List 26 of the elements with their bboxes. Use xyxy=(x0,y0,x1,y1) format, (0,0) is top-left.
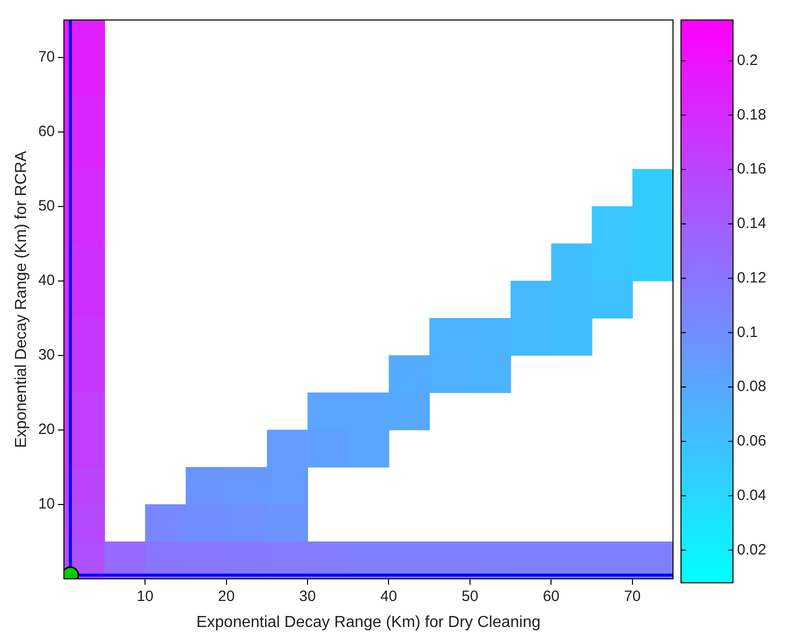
x-tick-label: 70 xyxy=(624,588,641,605)
y-tick-label: 30 xyxy=(38,346,55,364)
color-bar-label: 0.2 xyxy=(737,52,758,69)
color-bar-label: 0.16 xyxy=(737,160,766,178)
color-bar-label: 0.14 xyxy=(737,215,766,232)
y-tick-label: 20 xyxy=(38,420,55,438)
x-tick-label: 60 xyxy=(542,588,560,605)
y-axis-title: Exponential Decay Range (Km) for RCRA xyxy=(13,150,30,448)
color-bar-label: 0.18 xyxy=(737,106,766,124)
y-tick-label: 50 xyxy=(38,197,55,214)
color-bar-label: 0.1 xyxy=(737,324,758,341)
y-tick-label: 60 xyxy=(38,122,55,140)
color-bar-label: 0.04 xyxy=(737,486,766,504)
color-bar-label: 0.12 xyxy=(737,269,766,286)
color-bar-label: 0.02 xyxy=(737,541,766,558)
x-tick-label: 50 xyxy=(462,588,478,605)
color-bar-label: 0.08 xyxy=(737,378,766,396)
x-tick-label: 10 xyxy=(136,588,154,605)
x-tick-label: 30 xyxy=(299,588,316,605)
y-tick-label: 70 xyxy=(38,48,55,66)
color-bar-label: 0.06 xyxy=(737,432,766,450)
y-tick-label: 10 xyxy=(38,495,55,512)
y-tick-label: 40 xyxy=(38,272,55,289)
x-tick-label: 40 xyxy=(380,588,398,605)
x-tick-label: 20 xyxy=(218,588,235,605)
x-axis-title: Exponential Decay Range (Km) for Dry Cleaning xyxy=(196,614,541,631)
